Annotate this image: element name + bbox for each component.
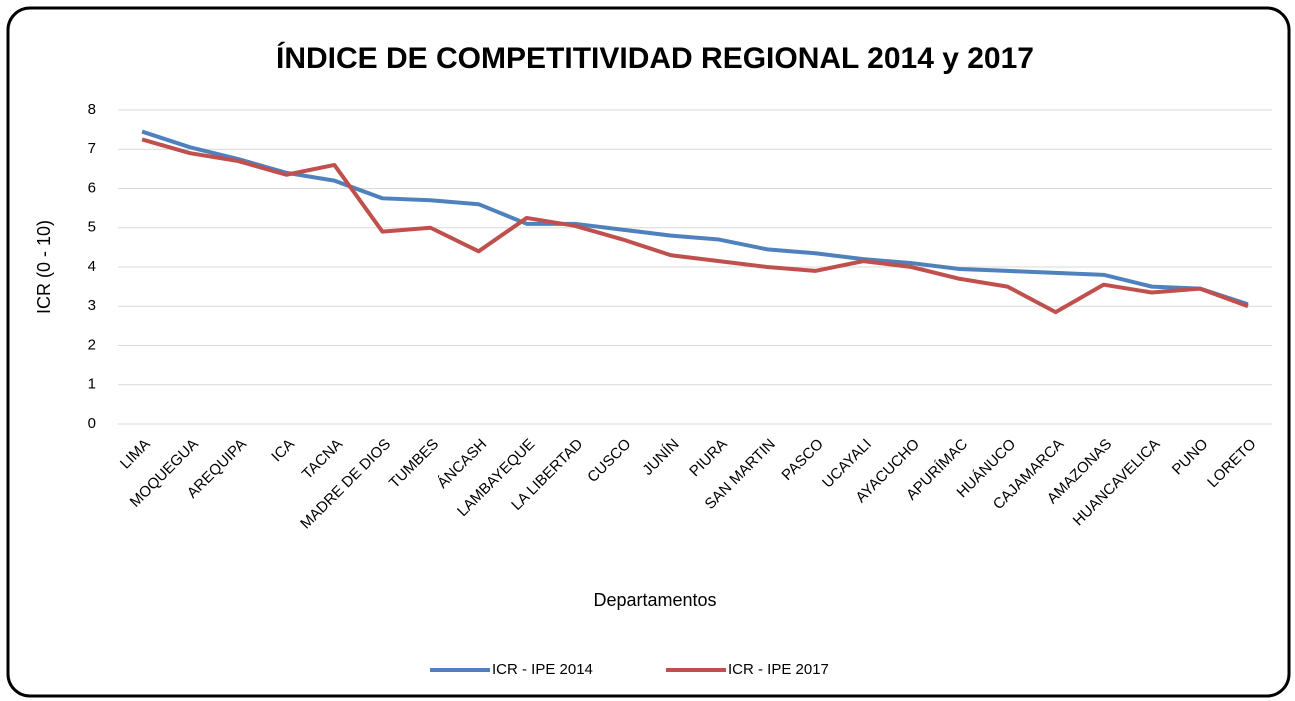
y-axis-label: ICR (0 - 10) bbox=[34, 220, 54, 314]
y-tick-label: 7 bbox=[88, 140, 96, 157]
x-axis-label: Departamentos bbox=[593, 590, 716, 610]
y-tick-label: 2 bbox=[88, 336, 96, 353]
line-series bbox=[141, 137, 1249, 315]
legend-label: ICR - IPE 2014 bbox=[492, 661, 593, 678]
y-tick-label: 3 bbox=[88, 297, 96, 314]
y-tick-label: 6 bbox=[88, 179, 96, 196]
chart-title: ÍNDICE DE COMPETITIVIDAD REGIONAL 2014 y… bbox=[276, 41, 1034, 75]
y-tick-label: 4 bbox=[88, 258, 96, 275]
legend-label: ICR - IPE 2017 bbox=[728, 661, 829, 678]
y-tick-label: 1 bbox=[88, 376, 96, 393]
y-tick-label: 5 bbox=[88, 219, 96, 236]
line-series bbox=[141, 129, 1249, 307]
y-tick-label: 0 bbox=[88, 415, 96, 432]
y-tick-label: 8 bbox=[88, 101, 96, 118]
